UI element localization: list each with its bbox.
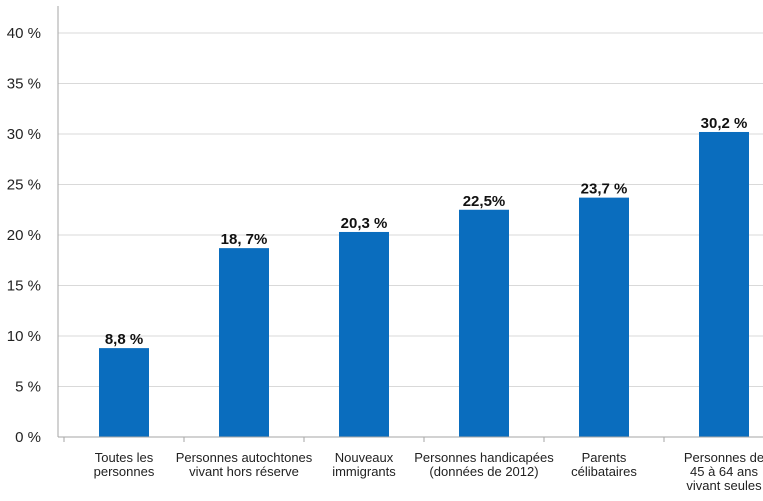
y-tick-label: 20 % xyxy=(7,227,41,244)
y-tick-label: 30 % xyxy=(7,126,41,143)
y-tick-label: 10 % xyxy=(7,328,41,345)
category-label: Parents célibataires xyxy=(571,450,637,479)
data-label: 22,5% xyxy=(463,193,506,210)
y-tick-label: 25 % xyxy=(7,177,41,194)
data-labels: 8,8 % 18, 7% 20,3 % 22,5% 23,7 % 30,2 % xyxy=(105,115,748,348)
bar xyxy=(579,197,629,437)
y-tick-label: 0 % xyxy=(15,429,41,446)
data-label: 30,2 % xyxy=(701,115,748,132)
y-axis-tick-labels: 0 % 5 % 10 % 15 % 20 % 25 % 30 % 35 % 40 % xyxy=(7,25,41,446)
gridlines xyxy=(58,32,763,387)
bar xyxy=(219,248,269,437)
category-label: Nouveaux immigrants xyxy=(332,450,396,479)
axes xyxy=(57,6,763,442)
bars xyxy=(99,131,749,438)
x-axis-category-labels: Toutes les personnes Personnes autochtones… xyxy=(94,450,763,493)
data-label: 8,8 % xyxy=(105,331,143,348)
category-label: Personnes handicapées (données de 2012) xyxy=(414,450,554,479)
category-label: Toutes les personnes xyxy=(94,450,155,479)
bar xyxy=(339,231,389,437)
bar xyxy=(699,131,749,438)
bar xyxy=(99,348,149,437)
data-label: 20,3 % xyxy=(341,215,388,232)
y-tick-label: 35 % xyxy=(7,76,41,93)
category-label: Personnes autochtones vivant hors réserve xyxy=(176,450,313,479)
data-label: 23,7 % xyxy=(581,181,628,198)
y-tick-label: 40 % xyxy=(7,25,41,42)
category-label: Personnes de 45 à 64 ans vivant seules xyxy=(684,450,763,493)
y-tick-label: 5 % xyxy=(15,379,41,396)
data-label: 18, 7% xyxy=(221,231,268,248)
bar xyxy=(459,209,509,437)
y-tick-label: 15 % xyxy=(7,278,41,295)
